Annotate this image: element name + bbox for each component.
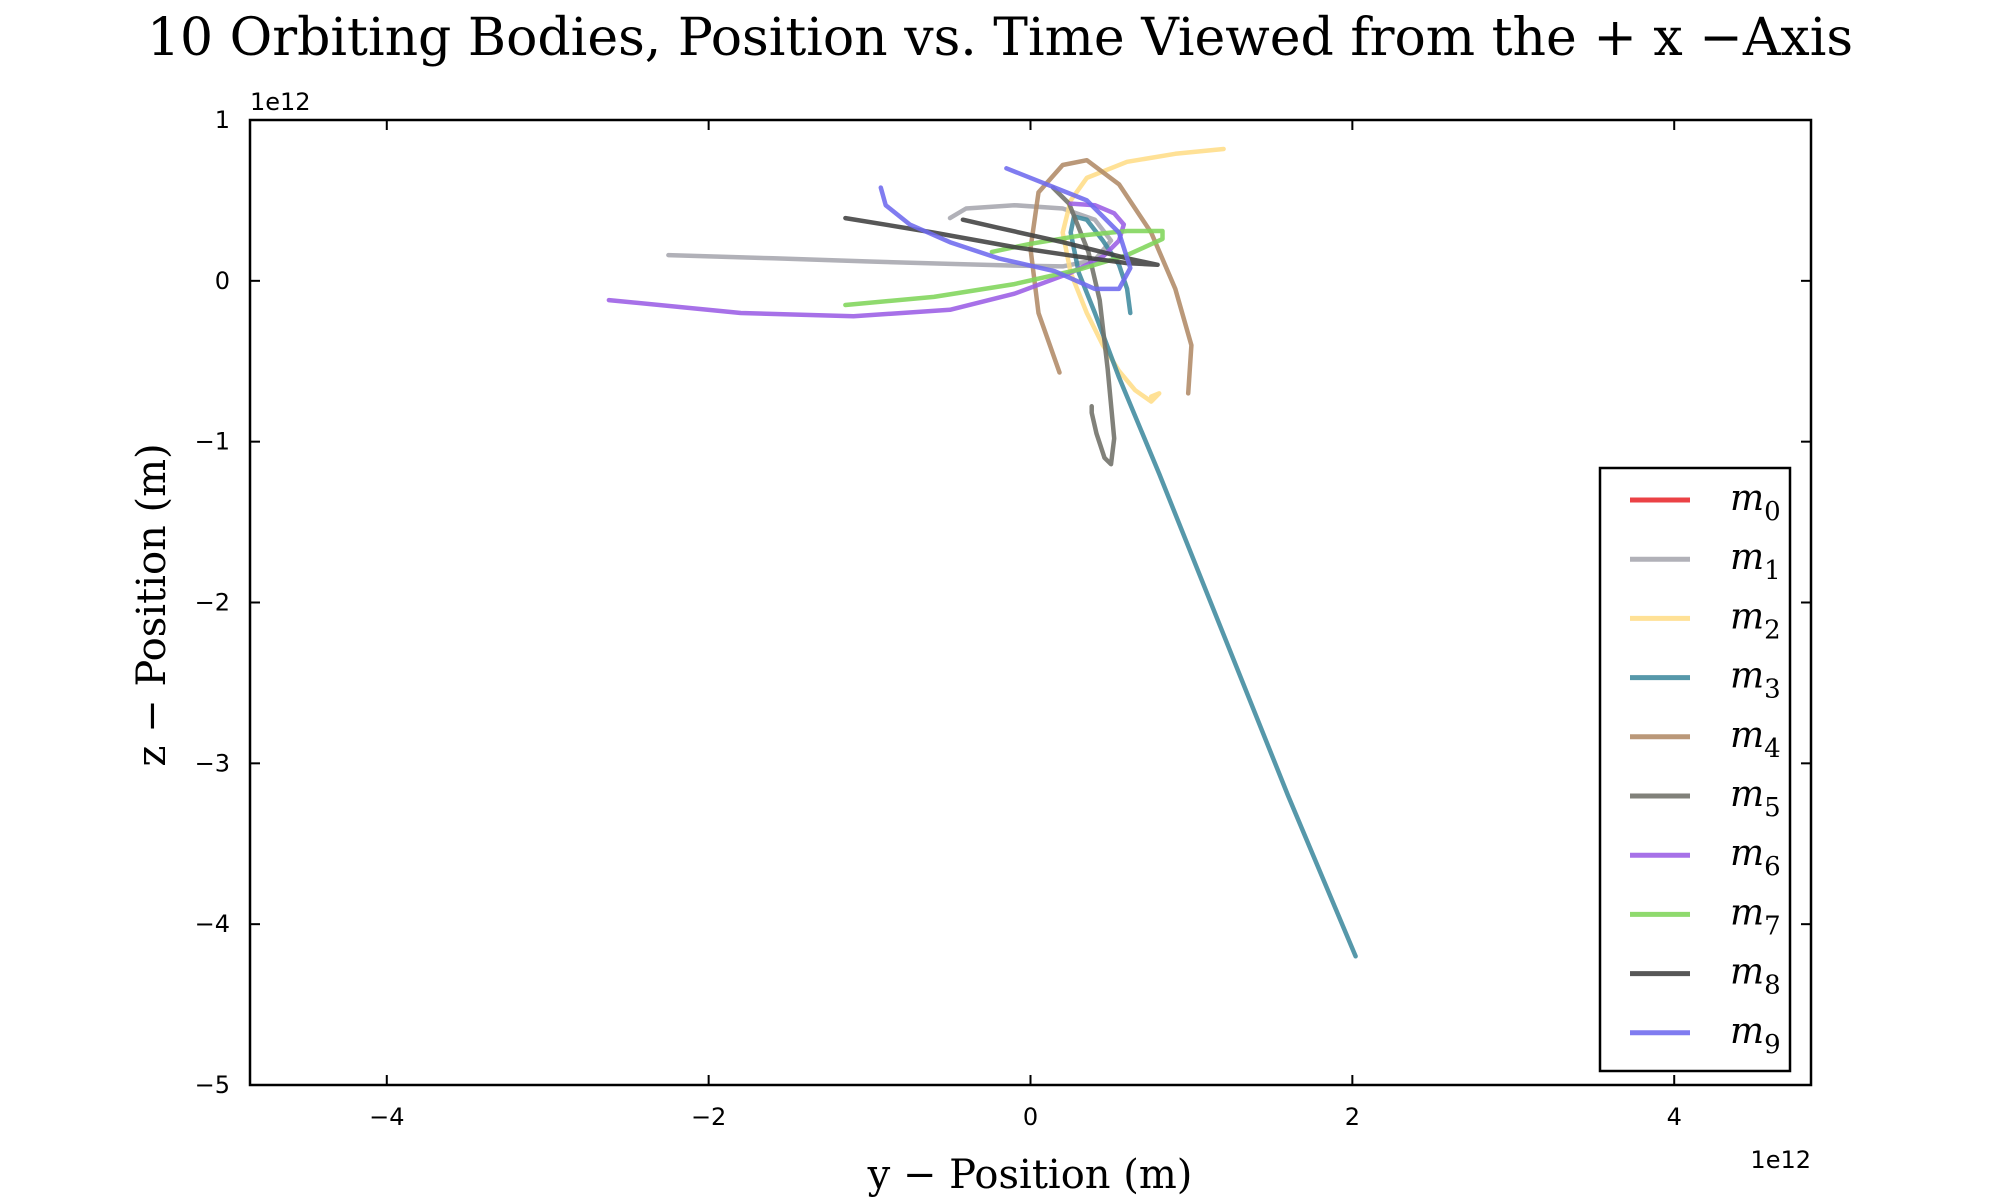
series-line-m9: [878, 166, 1133, 292]
legend-label-m2: m2: [1730, 596, 1781, 645]
legend-label-m4: m4: [1730, 715, 1781, 764]
x-axis-ticks: −4 −2 0 2 4: [369, 120, 1682, 1131]
legend-label-subscript: 4: [1764, 734, 1781, 764]
x-axis-label: y − Position (m): [867, 1152, 1193, 1198]
series-line-m8: [843, 215, 1160, 268]
y-tick-label: 0: [215, 267, 230, 295]
legend-frame: [1598, 466, 1792, 1073]
series-line-m3: [1068, 214, 1358, 959]
series-layer: [606, 146, 1358, 959]
legend-label-subscript: 7: [1764, 911, 1781, 941]
y-tick-label: −1: [195, 428, 230, 456]
y-tick-label: −3: [195, 749, 230, 777]
x-offset-label: 1e12: [1750, 1146, 1811, 1174]
x-tick-label: 4: [1667, 1103, 1682, 1131]
series-line-m1: [666, 202, 1114, 269]
x-tick-label: −2: [691, 1103, 726, 1131]
legend-label-subscript: 8: [1764, 971, 1781, 1001]
x-tick-label: 0: [1023, 1103, 1038, 1131]
legend-label-m3: m3: [1730, 656, 1781, 705]
y-axis-label: z − Position (m): [129, 443, 175, 766]
legend-label-subscript: 5: [1764, 793, 1781, 823]
series-line-m7: [843, 228, 1165, 308]
x-tick-label: −4: [369, 1103, 404, 1131]
legend-label-subscript: 6: [1764, 852, 1781, 882]
legend-label-subscript: 2: [1764, 615, 1781, 645]
legend-label-subscript: 9: [1764, 1030, 1781, 1060]
series-line-m4: [1028, 157, 1194, 396]
y-tick-label: −2: [195, 589, 230, 617]
chart-title: 10 Orbiting Bodies, Position vs. Time Vi…: [147, 8, 1853, 68]
y-tick-label: −4: [195, 910, 230, 938]
series-line-m6: [606, 201, 1127, 319]
legend-label-subscript: 3: [1764, 675, 1781, 705]
series-line-m2: [1060, 146, 1226, 404]
y-offset-label: 1e12: [250, 88, 311, 116]
y-tick-label: 1: [215, 106, 230, 134]
y-axis-ticks: 1 0 −1 −2 −3 −4 −5: [195, 106, 1811, 1099]
legend-label-subscript: 0: [1764, 497, 1781, 527]
x-tick-label: 2: [1345, 1103, 1360, 1131]
y-tick-label: −5: [195, 1071, 230, 1099]
legend-label-subscript: 1: [1764, 556, 1781, 586]
